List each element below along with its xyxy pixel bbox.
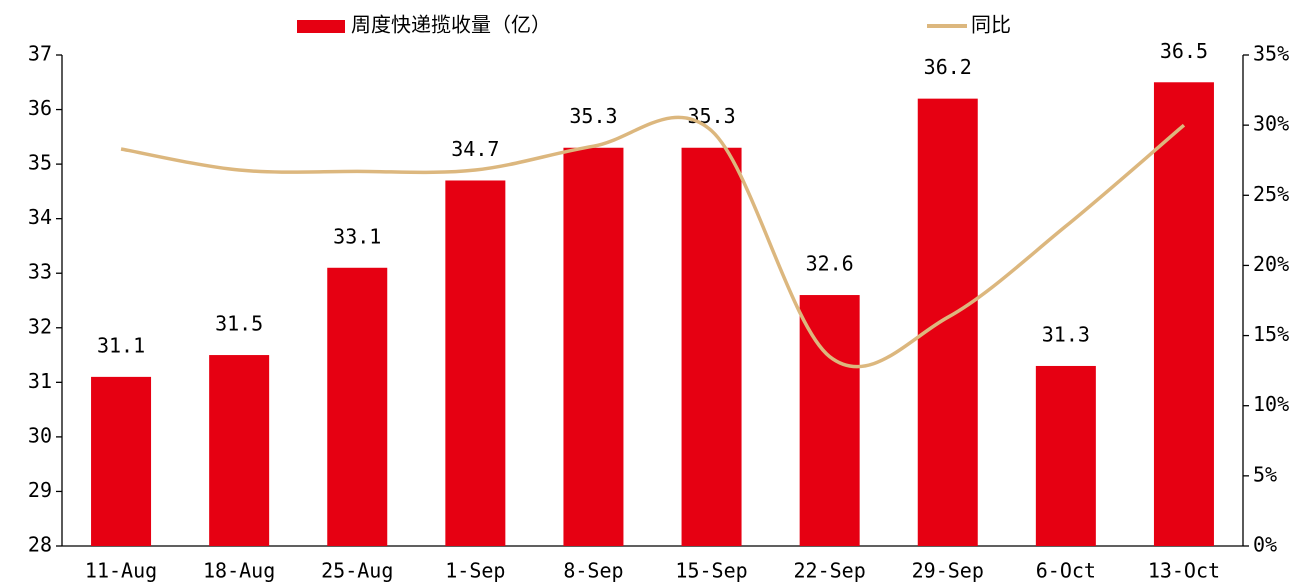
bar <box>917 98 978 547</box>
y2-tick-label: 0% <box>1253 533 1277 557</box>
x-tick-label: 11-Aug <box>85 559 157 583</box>
x-tick-label: 8-Sep <box>563 559 623 583</box>
y2-tick-label: 5% <box>1253 462 1277 486</box>
x-tick-label: 22-Sep <box>794 559 866 583</box>
data-label: 32.6 <box>806 252 854 276</box>
data-label: 31.5 <box>215 312 263 336</box>
x-tick-label: 6-Oct <box>1036 559 1096 583</box>
x-tick-label: 25-Aug <box>321 559 393 583</box>
data-label: 35.3 <box>687 104 735 128</box>
x-tick-label: 13-Oct <box>1148 559 1220 583</box>
y-tick-label: 29 <box>28 478 52 502</box>
data-label: 36.2 <box>924 55 972 79</box>
bar <box>445 180 506 546</box>
bar <box>799 295 860 546</box>
bar <box>1153 82 1214 547</box>
y-tick-label: 30 <box>28 423 52 447</box>
y2-tick-label: 35% <box>1253 42 1289 66</box>
bar <box>327 267 388 546</box>
line <box>120 115 1186 369</box>
legend-swatch <box>297 20 345 33</box>
legend-label: 同比 <box>971 13 1011 37</box>
y2-tick-label: 25% <box>1253 182 1289 206</box>
y-tick-label: 36 <box>28 96 52 120</box>
y-tick-label: 33 <box>28 260 52 284</box>
data-label: 31.3 <box>1042 322 1090 346</box>
y-tick-label: 32 <box>28 314 52 338</box>
y2-tick-label: 20% <box>1253 252 1289 276</box>
bar <box>91 376 152 546</box>
bar <box>681 147 742 546</box>
data-label: 33.1 <box>333 224 381 248</box>
y-tick-label: 34 <box>28 205 52 229</box>
y2-tick-label: 10% <box>1253 392 1289 416</box>
y-tick-label: 35 <box>28 151 52 175</box>
data-label: 31.1 <box>97 333 145 357</box>
y-tick-label: 28 <box>28 533 52 557</box>
x-tick-label: 15-Sep <box>675 559 747 583</box>
data-label: 34.7 <box>451 137 499 161</box>
data-label: 36.5 <box>1160 39 1208 63</box>
bar <box>563 147 624 546</box>
y2-tick-label: 30% <box>1253 112 1289 136</box>
bar <box>209 355 270 546</box>
data-label: 35.3 <box>569 104 617 128</box>
bar <box>1035 365 1096 546</box>
x-tick-label: 29-Sep <box>912 559 984 583</box>
y-tick-label: 31 <box>28 369 52 393</box>
legend-label: 周度快递揽收量（亿） <box>351 13 551 37</box>
y-tick-label: 37 <box>28 42 52 66</box>
y2-tick-label: 15% <box>1253 322 1289 346</box>
x-tick-label: 18-Aug <box>203 559 275 583</box>
x-tick-label: 1-Sep <box>445 559 505 583</box>
